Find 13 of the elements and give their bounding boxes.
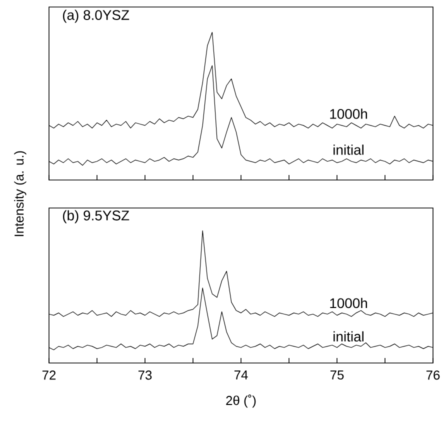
- x-tick-label: 76: [426, 370, 440, 380]
- x-tick-label: 73: [138, 370, 152, 380]
- series-label: 1000h: [330, 298, 368, 308]
- chart-title: (b) 9.5YSZ: [62, 210, 130, 224]
- x-tick-label: 74: [234, 370, 248, 380]
- x-tick-label: 75: [330, 370, 344, 380]
- series-label: 1000h: [330, 108, 368, 119]
- series-label: initial: [334, 144, 364, 155]
- x-axis-title: 2θ (˚): [226, 394, 256, 408]
- y-axis-title: Intensity (a. u.): [14, 151, 26, 236]
- x-tick-label: 72: [42, 370, 56, 380]
- series-label: initial: [334, 331, 364, 342]
- chart-title: (a) 8.0YSZ: [62, 10, 130, 23]
